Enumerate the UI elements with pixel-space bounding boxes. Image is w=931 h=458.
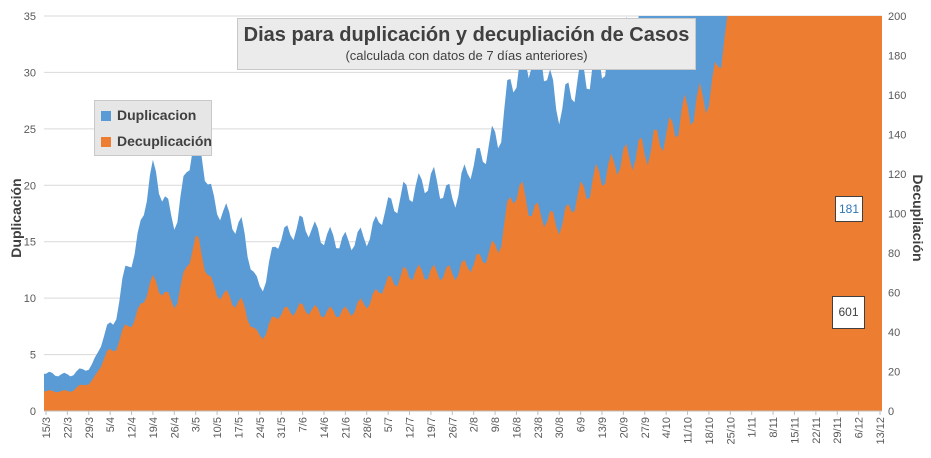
x-tick-0: 15/3	[41, 417, 53, 438]
x-tick-19: 26/7	[447, 417, 459, 438]
x-tick-16: 5/7	[383, 417, 395, 432]
x-tick-13: 14/6	[319, 417, 331, 438]
x-tick-15: 28/6	[362, 417, 374, 438]
x-tick-26: 13/9	[597, 417, 609, 438]
y-tick-right-5: 100	[888, 209, 906, 221]
y-tick-left-1: 5	[30, 350, 36, 362]
legend-label-duplicacion: Duplicacion	[117, 107, 197, 123]
y-tick-left-7: 35	[24, 11, 36, 23]
x-tick-39: 13/12	[875, 417, 887, 445]
y-tick-right-6: 120	[888, 169, 906, 181]
legend: Duplicacion Decuplicación	[94, 100, 212, 156]
x-tick-35: 15/11	[789, 417, 801, 444]
chart-title: Dias para duplicación y decupliación de …	[243, 24, 690, 46]
chart-title-box: Dias para duplicación y decupliación de …	[237, 18, 696, 70]
area-decuplicacion	[44, 16, 882, 411]
y-tick-right-9: 180	[888, 51, 906, 63]
x-tick-8: 10/5	[212, 417, 224, 438]
legend-item-decuplicacion: Decuplicación	[101, 133, 212, 149]
y-tick-left-0: 0	[30, 406, 36, 418]
x-tick-6: 26/4	[169, 417, 181, 438]
chart-subtitle: (calculada con datos de 7 días anteriore…	[345, 48, 588, 63]
x-tick-23: 23/8	[533, 417, 545, 438]
callout-decuplicacion: 601	[832, 296, 865, 329]
y-tick-right-8: 160	[888, 90, 906, 102]
x-tick-27: 20/9	[618, 417, 630, 438]
x-tick-34: 8/11	[768, 417, 780, 438]
x-tick-12: 7/6	[298, 417, 310, 432]
y-axis-label-left: Duplicación	[8, 178, 24, 258]
x-tick-20: 2/8	[469, 417, 481, 432]
legend-swatch-duplicacion	[101, 111, 111, 121]
x-tick-1: 22/3	[62, 417, 74, 438]
y-tick-left-4: 20	[24, 180, 36, 192]
y-tick-left-6: 30	[24, 67, 36, 79]
x-tick-4: 12/4	[127, 417, 139, 438]
x-tick-22: 16/8	[511, 417, 523, 438]
x-tick-9: 17/5	[233, 417, 245, 438]
y-tick-left-2: 10	[24, 293, 36, 305]
x-tick-29: 4/10	[661, 417, 673, 438]
y-tick-right-0: 0	[888, 406, 894, 418]
x-tick-11: 31/5	[276, 417, 288, 438]
y-tick-right-3: 60	[888, 288, 900, 300]
x-tick-3: 5/4	[105, 417, 117, 432]
x-tick-7: 3/5	[191, 417, 203, 432]
legend-swatch-decuplicacion	[101, 137, 111, 147]
y-tick-right-2: 40	[888, 327, 900, 339]
chart-axes: 0 5 10 15 20 25 30 35 0 20 40 60 80 100 120 140 160 180 20…	[24, 11, 907, 445]
y-tick-left-5: 25	[24, 124, 36, 136]
legend-item-duplicacion: Duplicacion	[101, 107, 196, 123]
chart-areas	[44, 16, 882, 411]
legend-label-decuplicacion: Decuplicación	[117, 133, 212, 149]
x-tick-30: 11/10	[683, 417, 695, 444]
x-tick-5: 19/4	[148, 417, 160, 438]
x-tick-10: 24/5	[255, 417, 267, 438]
x-tick-2: 29/3	[84, 417, 96, 438]
x-tick-24: 30/8	[554, 417, 566, 438]
x-tick-33: 1/11	[747, 417, 759, 438]
x-tick-21: 9/8	[490, 417, 502, 432]
x-tick-31: 18/10	[704, 417, 716, 445]
y-tick-left-3: 15	[24, 237, 36, 249]
y-tick-right-10: 200	[888, 11, 906, 23]
x-tick-18: 19/7	[426, 417, 438, 438]
y-tick-right-1: 20	[888, 367, 900, 379]
y-tick-right-7: 140	[888, 130, 906, 142]
x-tick-36: 22/11	[811, 417, 823, 444]
x-tick-28: 27/9	[640, 417, 652, 438]
x-tick-38: 6/12	[854, 417, 866, 438]
x-tick-17: 12/7	[405, 417, 417, 438]
y-tick-right-4: 80	[888, 248, 900, 260]
x-tick-32: 25/10	[725, 417, 737, 445]
x-tick-14: 21/6	[340, 417, 352, 438]
x-tick-25: 6/9	[576, 417, 588, 432]
y-axis-label-right: Decupliación	[910, 174, 926, 262]
x-tick-37: 29/11	[832, 417, 844, 444]
callout-duplicacion: 181	[835, 196, 863, 222]
